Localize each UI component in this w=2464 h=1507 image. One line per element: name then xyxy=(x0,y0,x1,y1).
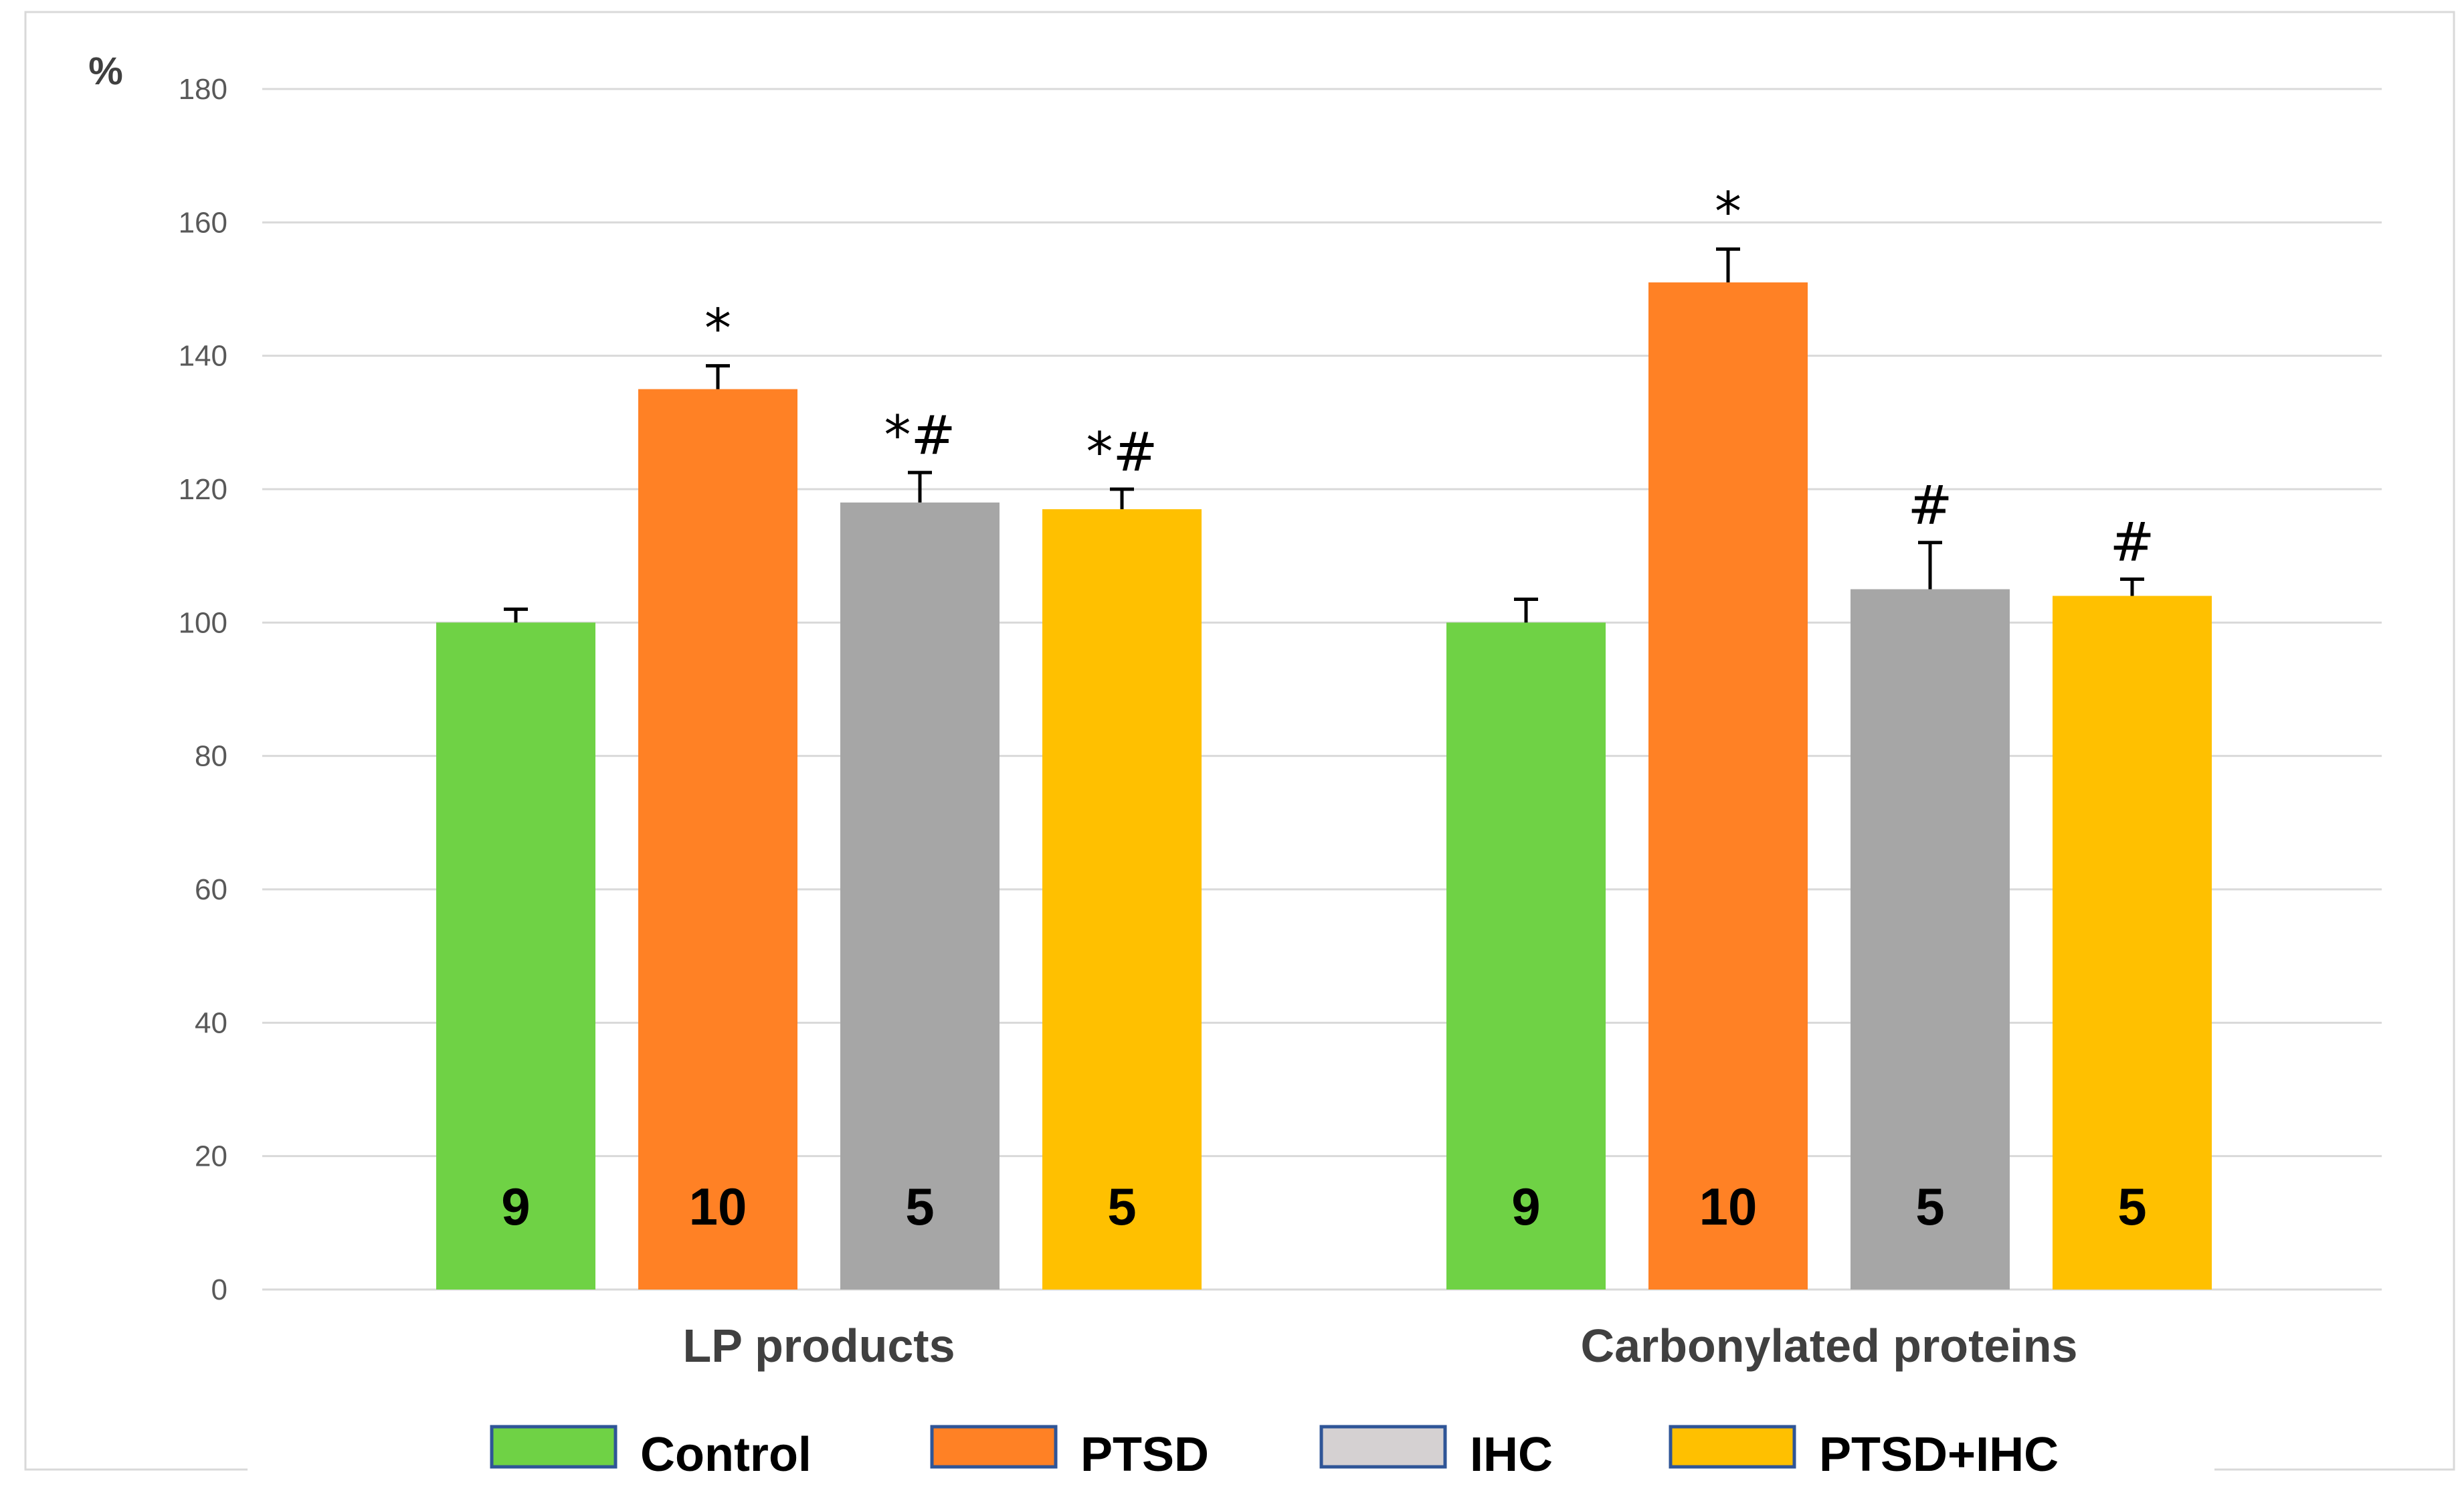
category-label-lp-products: LP products xyxy=(682,1320,955,1372)
bar-ptsd-carbonylated-proteins xyxy=(1648,282,1808,1290)
bar-ptsd-ihc-lp-products xyxy=(1042,509,1202,1290)
bar-ptsd-ihc-carbonylated-proteins xyxy=(2053,596,2212,1290)
significance-ihc-carbonylated-proteins: # xyxy=(1907,474,1952,537)
category-labels: LP products Carbonylated proteins xyxy=(682,1320,2077,1372)
sample-size-labels: 9 9 10 10 5 5 5 5 xyxy=(501,1177,2146,1236)
bar-ptsd-lp-products xyxy=(638,389,797,1290)
y-tick-20: 20 xyxy=(195,1140,227,1173)
y-tick-180: 180 xyxy=(179,73,227,106)
bar-control-carbonylated-proteins xyxy=(1446,622,1606,1290)
n-label-control-carbonylated-proteins: 9 xyxy=(1511,1177,1540,1236)
gridlines xyxy=(262,88,2382,1291)
error-bars xyxy=(504,247,2144,623)
legend-swatch-ptsd-ihc xyxy=(1669,1425,1796,1469)
y-tick-40: 40 xyxy=(195,1006,227,1039)
significance-ihc-lp-products: *# xyxy=(884,404,955,466)
n-label-ihc-carbonylated-proteins: 5 xyxy=(1915,1177,1944,1236)
significance-ptsd-ihc-carbonylated-proteins: # xyxy=(2109,511,2154,573)
legend-swatch-control xyxy=(490,1425,618,1469)
legend-label-ptsd: PTSD xyxy=(1080,1428,1209,1482)
y-tick-140: 140 xyxy=(179,340,227,373)
n-label-ptsd-ihc-carbonylated-proteins: 5 xyxy=(2117,1177,2146,1236)
y-tick-80: 80 xyxy=(195,740,227,773)
n-label-ptsd-carbonylated-proteins: 10 xyxy=(1699,1177,1758,1236)
significance-ptsd-ihc-lp-products: *# xyxy=(1086,421,1157,483)
significance-ptsd-lp-products: * xyxy=(704,298,731,360)
y-tick-0: 0 xyxy=(211,1273,227,1306)
category-label-carbonylated-proteins: Carbonylated proteins xyxy=(1581,1320,2078,1372)
n-label-ihc-lp-products: 5 xyxy=(905,1177,934,1236)
legend-label-control: Control xyxy=(640,1428,812,1482)
significance-labels: * * *# # *# # xyxy=(704,181,2155,573)
significance-ptsd-carbonylated-proteins: * xyxy=(1715,181,1741,243)
y-tick-160: 160 xyxy=(179,206,227,239)
legend-label-ihc: IHC xyxy=(1470,1428,1553,1482)
chart-frame xyxy=(24,11,2455,1471)
bar-control-lp-products xyxy=(436,622,595,1290)
y-axis-unit: % xyxy=(88,50,123,93)
bars xyxy=(436,282,2212,1290)
n-label-control-lp-products: 9 xyxy=(501,1177,530,1236)
y-tick-labels: 0 20 40 60 80 100 120 140 160 180 xyxy=(179,73,227,1306)
legend-swatch-ptsd xyxy=(930,1425,1058,1469)
legend: Control PTSD IHC PTSD+IHC xyxy=(490,1425,2059,1482)
n-label-ptsd-ihc-lp-products: 5 xyxy=(1107,1177,1136,1236)
n-label-ptsd-lp-products: 10 xyxy=(689,1177,747,1236)
bar-ihc-lp-products xyxy=(840,502,1000,1290)
legend-label-ptsd-ihc: PTSD+IHC xyxy=(1819,1428,2059,1482)
legend-swatch-ihc xyxy=(1319,1425,1447,1469)
y-tick-120: 120 xyxy=(179,473,227,506)
bar-ihc-carbonylated-proteins xyxy=(1851,589,2010,1290)
y-tick-100: 100 xyxy=(179,606,227,639)
y-tick-60: 60 xyxy=(195,873,227,906)
